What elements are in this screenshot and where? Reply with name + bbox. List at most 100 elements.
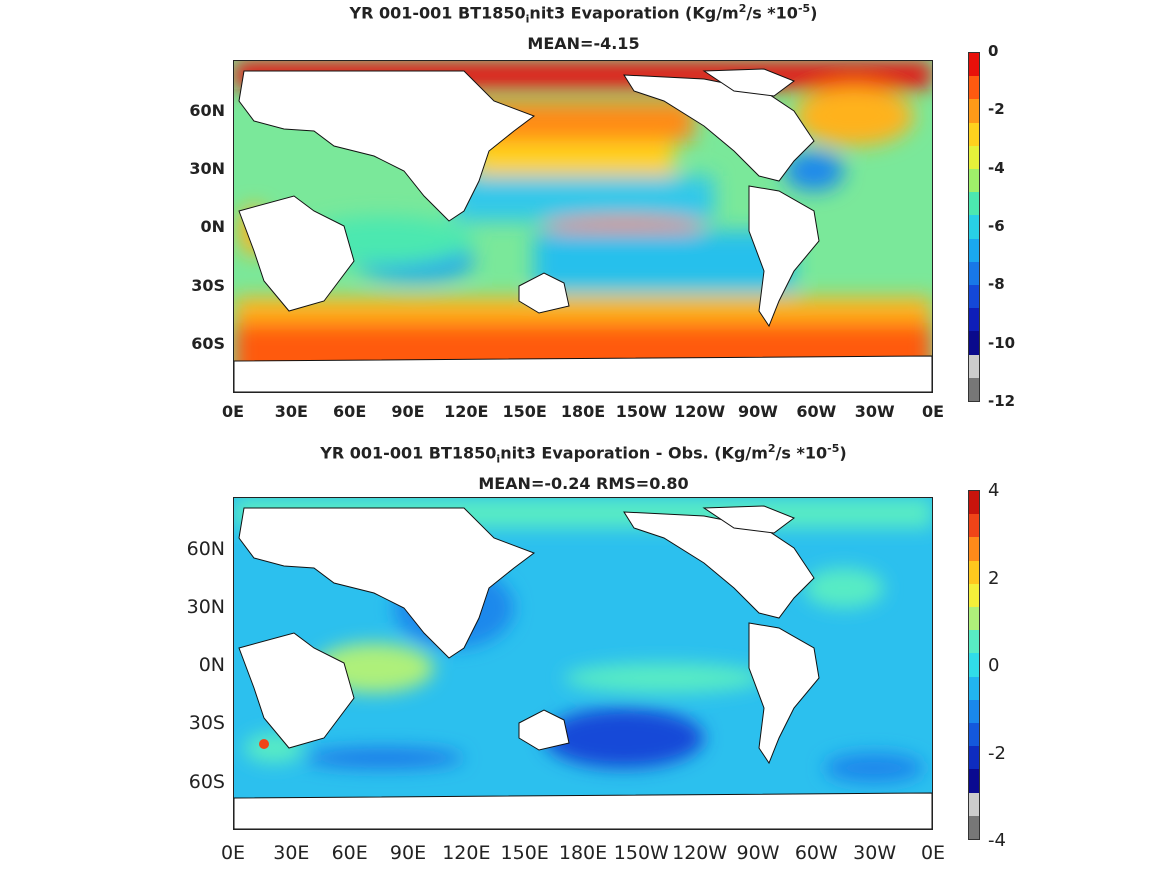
xtick: 120E [442,842,491,864]
colorbar-tick: 2 [988,567,1000,589]
colorbar-tick: -6 [988,217,1005,235]
title-sub: i [496,452,501,466]
colorbar-tick: -10 [988,333,1016,352]
colorbar-segment [969,192,979,216]
title-text: /s *10 [746,3,798,23]
title-text: ) [839,443,847,463]
title-text: /s *10 [775,443,828,463]
colorbar-segment [969,215,979,239]
colorbar-segment [969,630,979,654]
xtick: 0E [220,842,246,864]
xtick: 90E [391,402,425,421]
colorbar-segment [969,377,979,402]
ytick: 30N [186,596,225,618]
ytick: 60N [186,538,225,560]
colorbar-segment [969,653,979,677]
xtick: 90W [736,842,780,864]
colorbar-tick: -12 [988,392,1016,410]
colorbar-segment [969,723,979,747]
xtick: 120W [672,842,728,864]
evaporation-diff-map-svg [234,498,932,829]
title-text: YR 001-001 BT1850 [349,3,526,23]
xtick: 120W [674,402,726,421]
ytick: 30S [188,712,225,734]
colorbar-segment [969,76,979,100]
xtick: 0E [921,402,945,421]
colorbar-segment [969,792,979,816]
panel1-title: YR 001-001 BT1850init3 Evaporation (Kg/m… [0,2,1167,26]
ytick: 0N [200,217,225,236]
xtick: 30W [853,842,897,864]
title-sup: 2 [767,442,776,455]
xtick: 150W [615,402,667,421]
panel-evaporation-minus-obs: YR 001-001 BT1850init3 Evaporation - Obs… [0,430,1167,875]
colorbar-segment [969,583,979,608]
evaporation-map [233,60,933,393]
colorbar-segment [969,145,979,170]
xtick: 60W [794,842,838,864]
colorbar-segment [969,308,979,332]
colorbar-tick: -2 [988,100,1005,119]
xtick: 150W [613,842,669,864]
title-sup: 2 [738,2,747,15]
colorbar-segment [969,354,979,378]
ytick: 30S [191,276,225,295]
colorbar-tick: -2 [988,742,1006,764]
xtick: 150E [500,842,549,864]
colorbar-segment [969,699,979,724]
title-text: YR 001-001 BT1850 [320,443,497,463]
colorbar-segment [969,537,979,561]
colorbar-tick: 0 [988,42,999,60]
colorbar-segment [969,769,979,793]
colorbar-segment [969,491,979,515]
xtick: 60E [331,842,368,864]
colorbar-tick: -4 [988,830,1006,851]
ytick: 60N [189,101,225,120]
colorbar-segment [969,746,979,770]
panel1-subtitle: MEAN=-4.15 [527,34,640,53]
xtick: 60W [796,402,837,421]
colorbar-segment [969,238,979,262]
xtick: 0E [221,402,245,421]
xtick: 60E [333,402,367,421]
xtick: 0E [920,842,946,864]
panel2-subtitle: MEAN=-0.24 RMS=0.80 [478,474,689,493]
colorbar-segment [969,285,979,309]
ytick: 60S [191,334,225,353]
colorbar [968,490,980,840]
ytick: 60S [188,771,225,793]
xtick: 150E [502,402,547,421]
xtick: 30E [274,402,308,421]
panel-evaporation: YR 001-001 BT1850init3 Evaporation (Kg/m… [0,0,1167,430]
colorbar-segment [969,122,979,146]
colorbar-tick: 0 [988,655,1000,676]
colorbar-segment [969,99,979,123]
colorbar-segment [969,261,979,286]
ytick: 30N [189,159,225,178]
title-text: nit3 Evaporation (Kg/m [529,3,739,23]
colorbar-segment [969,169,979,193]
colorbar-tick: -4 [988,158,1005,177]
title-text: ) [810,3,818,23]
xtick: 180E [558,842,608,864]
xtick: 90W [738,402,778,421]
colorbar-segment [969,53,979,77]
panel2-title: YR 001-001 BT1850init3 Evaporation - Obs… [0,442,1167,466]
ytick: 0N [198,654,225,676]
colorbar-tick: -8 [988,275,1005,294]
colorbar-segment [969,815,979,840]
title-text: nit3 Evaporation - Obs. (Kg/m [500,443,768,463]
evaporation-diff-map [233,497,933,830]
xtick: 90E [389,842,427,864]
colorbar [968,52,980,402]
xtick: 30W [854,402,895,421]
colorbar-tick: 4 [988,480,1000,501]
title-sup: -5 [797,2,811,15]
title-sub: i [525,12,530,26]
evaporation-map-svg [234,61,932,392]
xtick: 120E [444,402,489,421]
colorbar-segment [969,560,979,584]
xtick: 30E [273,842,310,864]
title-sup: -5 [827,442,840,455]
colorbar-segment [969,514,979,538]
